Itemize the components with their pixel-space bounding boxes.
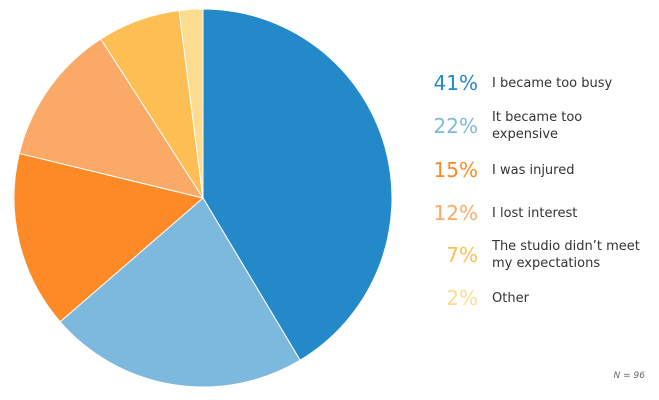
legend-item: 15% I was injured <box>410 150 652 190</box>
legend-label: It became too expensive <box>492 110 583 142</box>
note: N = 96 <box>613 371 645 381</box>
pie-slice <box>59 197 301 388</box>
legend-item: 7% The studio didn’t meet my expectations <box>410 235 652 275</box>
legend-label: I lost interest <box>492 205 578 221</box>
pie-slice <box>18 38 205 199</box>
value-label: 22% <box>433 114 478 138</box>
pie-slice <box>178 8 204 199</box>
legend-label: The studio didn’t meet my expectations <box>492 239 640 271</box>
legend-label: I was injured <box>492 162 575 178</box>
pie-slice <box>13 152 205 323</box>
value-label: 15% <box>433 158 478 182</box>
legend-label: Other <box>492 290 529 306</box>
legend-item: 2% Other <box>410 278 652 318</box>
pie-slice <box>202 8 393 361</box>
legend-item: 41% I became too busy <box>410 63 652 103</box>
value-label: 7% <box>446 243 478 267</box>
legend: 41% I became too busy 22% It became too exp… <box>410 0 659 400</box>
value-label: 41% <box>433 71 478 95</box>
pie-chart <box>13 8 393 388</box>
value-label: 2% <box>446 286 478 310</box>
legend-label: I became too busy <box>492 75 613 91</box>
legend-item: 22% It became too expensive <box>410 106 652 146</box>
value-label: 12% <box>433 201 478 225</box>
legend-item: 12% I lost interest <box>410 193 652 233</box>
